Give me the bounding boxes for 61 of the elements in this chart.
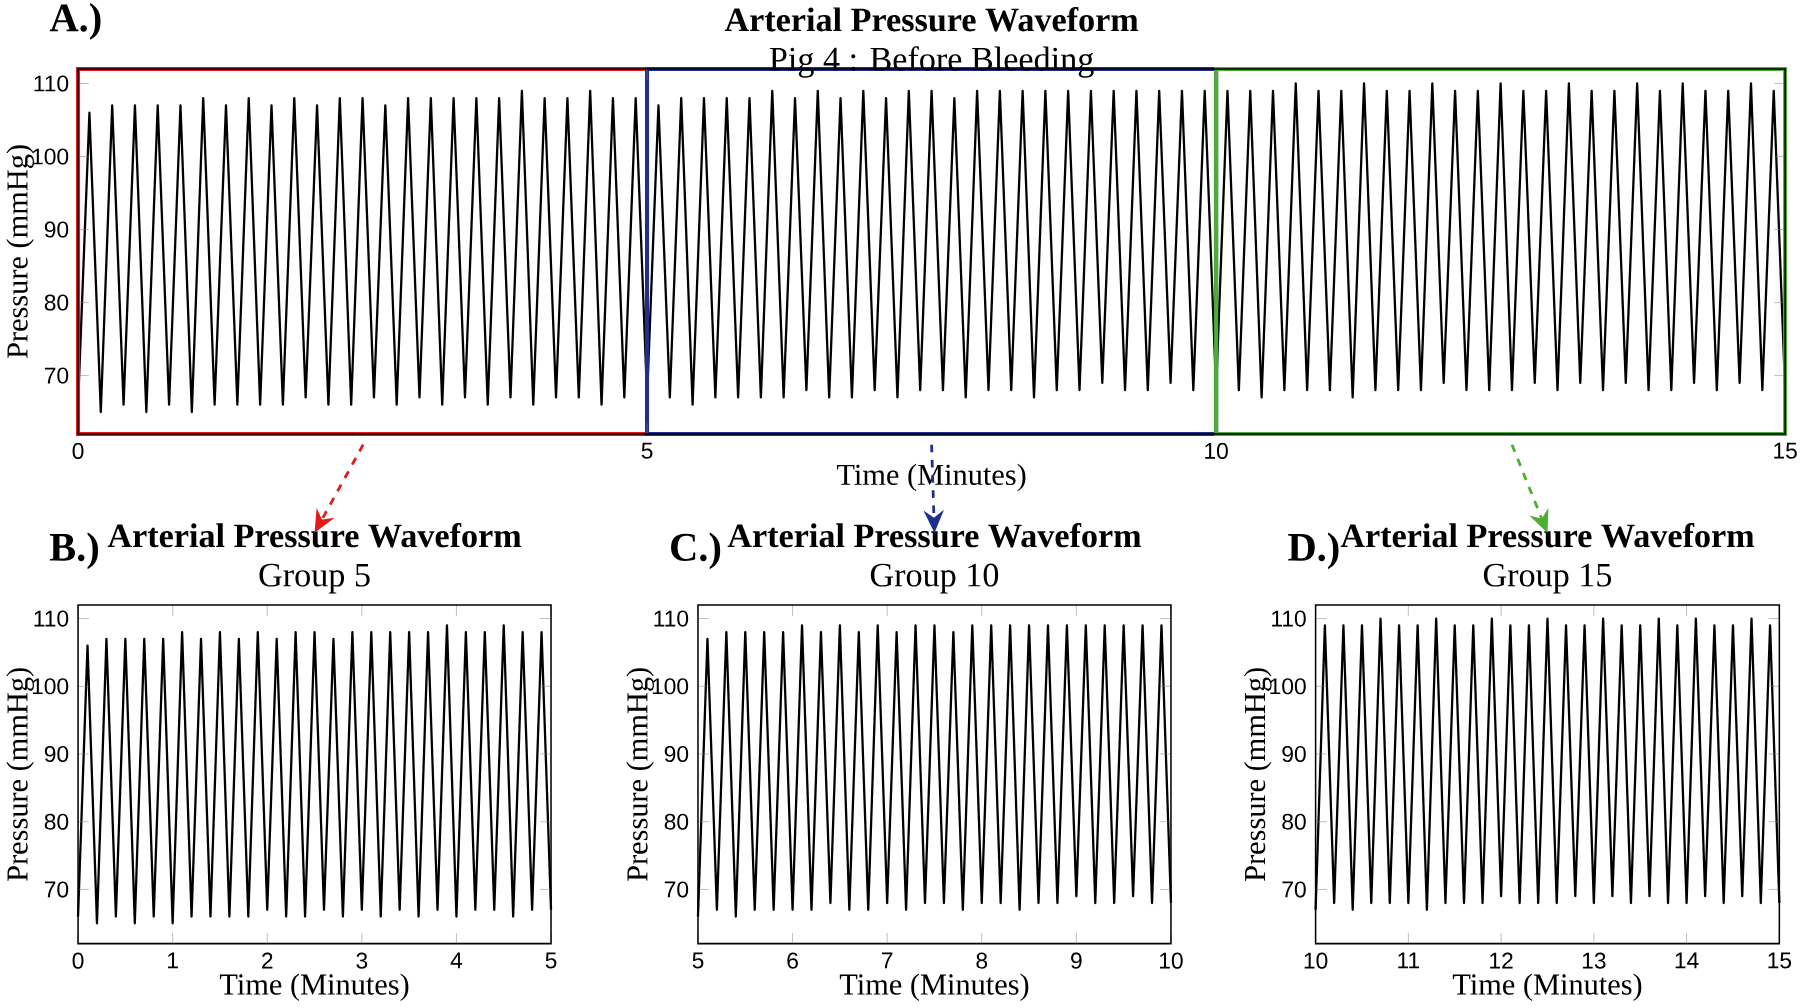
x-tick-label: 4 <box>450 952 463 969</box>
x-axis-title: Time (Minutes) <box>836 463 1026 492</box>
y-tick-label: 100 <box>1270 678 1306 695</box>
x-tick-label: 3 <box>356 952 368 969</box>
x-tick-label: 15 <box>1774 442 1797 459</box>
x-tick-label: 2 <box>262 952 273 969</box>
y-tick-label: 90 <box>44 745 69 763</box>
y-tick-label: 90 <box>1282 745 1306 763</box>
y-axis-title: Pressure (mmHg) <box>626 668 654 881</box>
y-tick-label: 80 <box>1282 813 1306 830</box>
text: C.) <box>671 532 721 570</box>
y-tick-label: 90 <box>44 221 69 238</box>
x-tick-label: 10 <box>1160 952 1183 969</box>
x-tick-label: 6 <box>787 952 798 969</box>
y-tick-label: 70 <box>44 881 69 898</box>
y-tick-label: 80 <box>44 813 69 830</box>
x-tick-label: 10 <box>1304 952 1328 969</box>
y-tick-label: 90 <box>664 745 689 763</box>
chart-subtitle: Group 5 <box>259 563 370 594</box>
x-tick-label: 0 <box>72 442 84 460</box>
x-tick-label: 5 <box>545 952 557 969</box>
x-tick-label: 7 <box>881 952 893 969</box>
y-axis-title: Pressure (mmHg) <box>1243 668 1272 881</box>
x-tick-label: 5 <box>692 952 704 969</box>
chart-title: Arterial Pressure Waveform <box>724 7 1139 32</box>
chart-title: Arterial Pressure Waveform <box>1340 523 1755 548</box>
y-tick-label: 80 <box>664 813 689 830</box>
y-tick-label: 100 <box>32 678 69 695</box>
y-tick-label: 70 <box>44 367 69 384</box>
chart-subtitle: Group 10 <box>870 563 999 594</box>
y-axis-title: Pressure (mmHg) <box>6 145 34 359</box>
x-tick-label: 10 <box>1205 442 1228 460</box>
text: B.) <box>49 532 98 570</box>
y-tick-label: 70 <box>664 881 689 898</box>
y-axis-title: Pressure (mmHg) <box>6 668 34 881</box>
x-tick-label: 1 <box>168 952 178 969</box>
x-tick-label: 8 <box>976 952 988 969</box>
y-tick-label: 110 <box>654 610 689 627</box>
x-tick-label: 12 <box>1490 952 1513 969</box>
chart-title: Arterial Pressure Waveform <box>107 523 522 548</box>
x-tick-label: 11 <box>1398 952 1420 969</box>
y-tick-label: 100 <box>32 148 69 165</box>
y-tick-label: 70 <box>1282 881 1306 898</box>
x-tick-label: 13 <box>1582 952 1606 969</box>
x-axis-title: Time (Minutes) <box>1452 973 1642 1001</box>
chart-title: Arterial Pressure Waveform <box>727 523 1142 548</box>
x-tick-label: 14 <box>1675 952 1699 969</box>
x-tick-label: 0 <box>72 952 84 969</box>
text: D.) <box>1288 532 1339 570</box>
y-tick-label: 110 <box>34 75 69 92</box>
x-tick-label: 15 <box>1768 952 1792 969</box>
y-tick-label: 80 <box>44 294 69 311</box>
x-axis-title: Time (Minutes) <box>219 973 409 1001</box>
x-tick-label: 5 <box>641 442 653 459</box>
y-tick-label: 110 <box>34 610 69 627</box>
y-tick-label: 100 <box>652 678 689 695</box>
x-axis-title: Time (Minutes) <box>839 973 1029 1001</box>
x-tick-label: 9 <box>1071 952 1082 969</box>
text: A.) <box>49 3 101 40</box>
y-tick-label: 110 <box>1272 610 1306 627</box>
chart-subtitle: Group 15 <box>1483 563 1612 594</box>
